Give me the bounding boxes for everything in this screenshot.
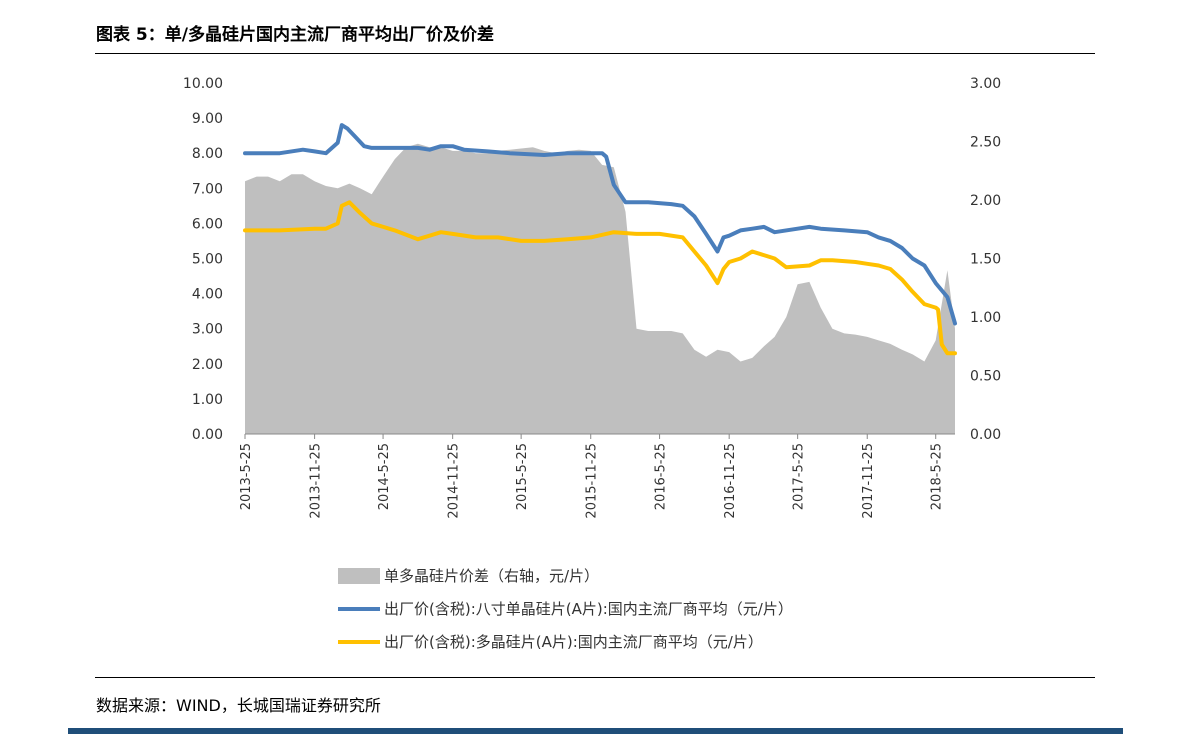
right-y-tick-label: 0.00 [970,427,1001,443]
x-tick-label: 2017-11-25 [861,443,876,519]
left-y-tick-label: 0.00 [192,427,223,443]
top-rule [95,53,1095,54]
legend: 单多晶硅片价差（右轴，元/片） 出厂价(含税):八寸单晶硅片(A片):国内主流厂商… [338,567,793,651]
right-y-tick-label: 1.50 [970,252,1001,268]
legend-label: 出厂价(含税):八寸单晶硅片(A片):国内主流厂商平均（元/片） [384,600,793,618]
left-y-tick-label: 9.00 [192,111,223,127]
legend-swatch-area [338,568,380,584]
series-line-multi-wafer [243,200,957,356]
x-tick-label: 2015-11-25 [585,443,600,519]
left-y-tick-label: 7.00 [192,181,223,197]
right-y-tick-label: 0.50 [970,369,1001,385]
x-tick-label: 2016-11-25 [723,443,738,519]
x-tick-label: 2013-5-25 [239,443,254,510]
left-y-tick-label: 1.00 [192,392,223,408]
x-tick-label: 2016-5-25 [654,443,669,510]
left-y-axis: 0.00 1.00 2.00 3.00 4.00 5.00 6.00 7.00 8.00 9.00… [183,76,223,443]
x-tick-label: 2014-5-25 [377,443,392,510]
right-y-tick-label: 3.00 [970,76,1001,92]
left-y-tick-label: 6.00 [192,216,223,232]
x-tick-label: 2018-5-25 [930,443,945,510]
x-tick-label: 2013-11-25 [309,443,324,519]
area-series-group [245,143,955,435]
legend-label: 单多晶硅片价差（右轴，元/片） [384,567,599,585]
chart-title: 图表 5：单/多晶硅片国内主流厂商平均出厂价及价差 [96,25,494,45]
left-y-tick-label: 4.00 [192,287,223,303]
left-y-tick-label: 10.00 [183,76,223,92]
legend-label: 出厂价(含税):多晶硅片(A片):国内主流厂商平均（元/片） [384,633,763,651]
data-source: 数据来源：WIND，长城国瑞证券研究所 [96,696,381,715]
series-area-price-spread [245,143,955,435]
x-tick-label: 2017-5-25 [792,443,807,510]
bottom-rule [95,677,1095,678]
x-axis: 2013-5-25 2013-11-25 2014-5-25 2014-11-25 20… [239,434,945,519]
line-series-group [243,123,957,356]
series-line-mono-wafer [243,123,957,326]
left-y-tick-label: 8.00 [192,146,223,162]
footer-bar [68,728,1123,734]
x-tick-label: 2015-5-25 [515,443,530,510]
right-y-tick-label: 2.00 [970,193,1001,209]
left-y-tick-label: 3.00 [192,322,223,338]
right-y-axis: 0.00 0.50 1.00 1.50 2.00 2.50 3.00 [970,76,1001,443]
right-y-tick-label: 1.00 [970,310,1001,326]
left-y-tick-label: 2.00 [192,357,223,373]
left-y-tick-label: 5.00 [192,252,223,268]
right-y-tick-label: 2.50 [970,135,1001,151]
x-tick-label: 2014-11-25 [447,443,462,519]
